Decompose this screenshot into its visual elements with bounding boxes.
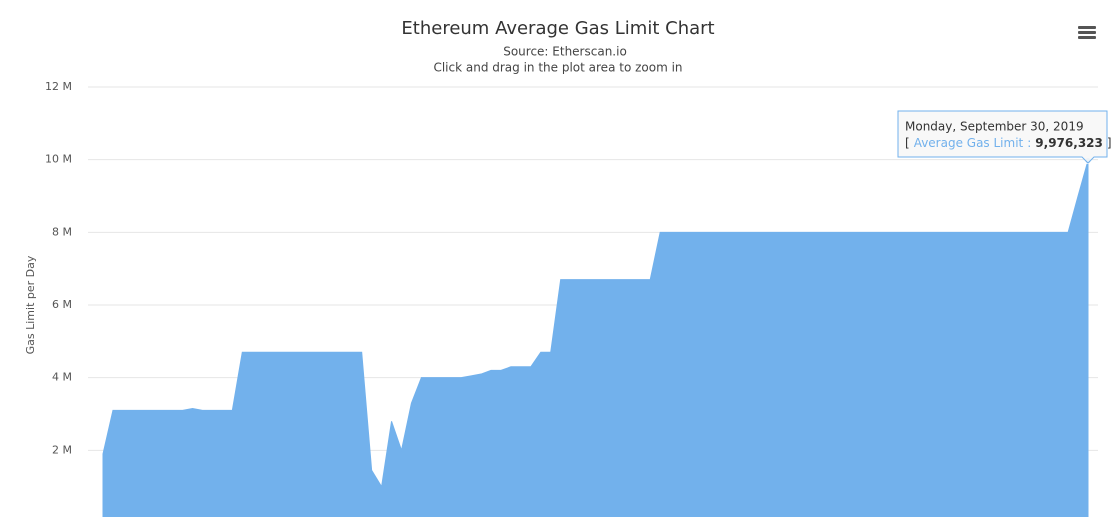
tooltip-series-name: Average Gas Limit [914,136,1024,150]
y-tick-label: 4 M [52,371,72,384]
menu-bar[interactable] [1078,36,1096,39]
area [102,160,1089,517]
tooltip-line: [ Average Gas Limit:9,976,323] [905,136,1112,150]
tooltip: Monday, September 30, 2019 [ Average Gas L… [897,110,1112,165]
tooltip-bracket: ] [1107,136,1112,150]
menu-bar[interactable] [1078,31,1096,34]
chart-subtitle: Source: Etherscan.io [503,45,627,59]
tooltip-box [897,110,1108,164]
y-tick-label: 8 M [52,225,72,238]
tooltip-separator: : [1027,136,1031,150]
y-tick-label: 2 M [52,443,72,456]
chart-subtitle: Click and drag in the plot area to zoom … [433,61,682,75]
chart-title: Ethereum Average Gas Limit Chart [401,18,714,39]
y-tick-label: 12 M [45,80,72,93]
menu-bar[interactable] [1078,26,1096,29]
tooltip-bracket: [ [905,136,910,150]
y-tick-label: 6 M [52,298,72,311]
y-axis-label: Gas Limit per Day [24,255,37,354]
y-tick-label: 10 M [45,153,72,166]
tooltip-value: 9,976,323 [1035,136,1103,150]
plot [102,160,1089,517]
tooltip-date: Monday, September 30, 2019 [905,120,1084,134]
menu-button[interactable] [1078,26,1096,39]
